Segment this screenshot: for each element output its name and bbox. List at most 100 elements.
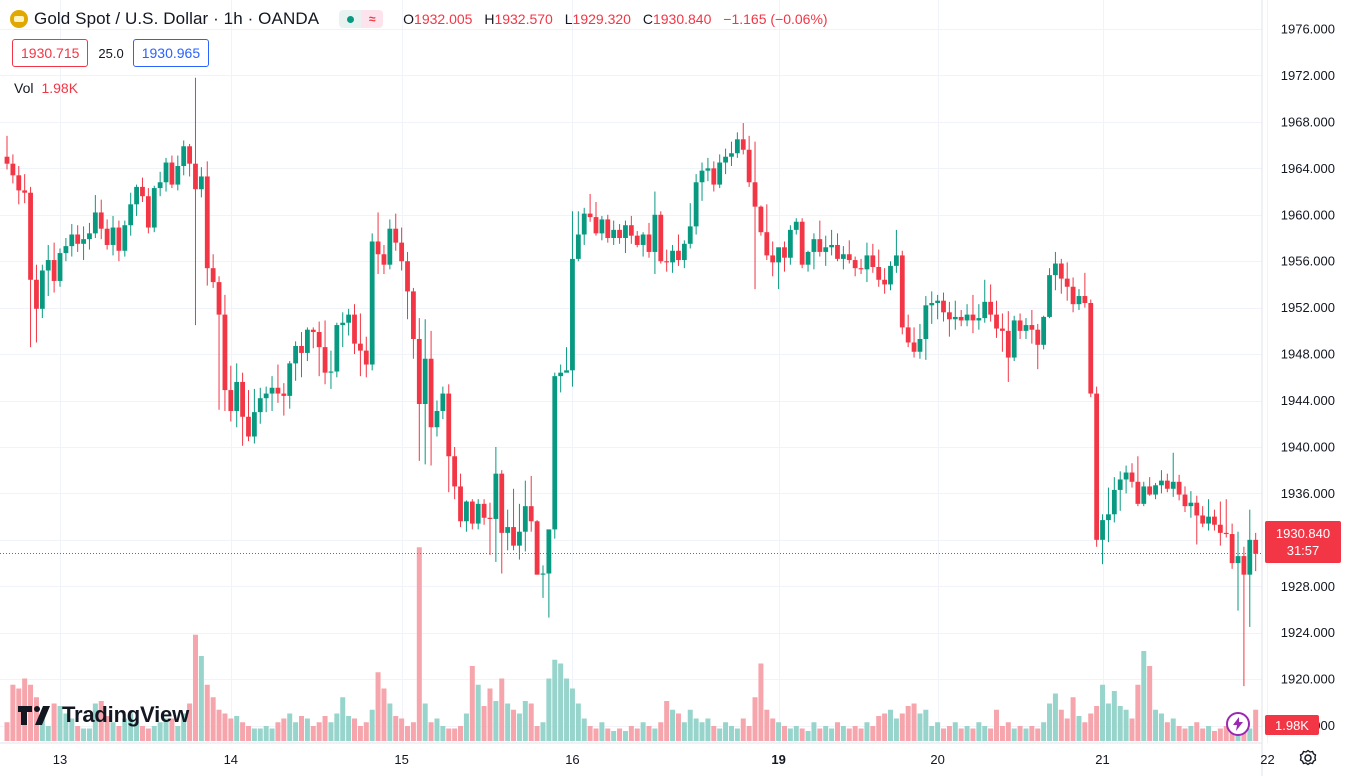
- volume-bar: [4, 722, 10, 741]
- tradingview-logo-icon: [18, 706, 50, 725]
- candle-body: [22, 190, 28, 193]
- candle-body: [10, 163, 16, 176]
- candle-body: [134, 186, 139, 205]
- volume-bar: [658, 722, 664, 741]
- candle-body: [1212, 516, 1217, 525]
- candle-body: [1058, 263, 1064, 279]
- volume-bar: [752, 697, 758, 741]
- candle-body: [575, 234, 581, 259]
- volume-bar: [1141, 651, 1147, 741]
- sell-button[interactable]: 1930.715: [12, 39, 89, 67]
- volume-bar: [511, 709, 517, 741]
- volume-bar: [952, 722, 958, 741]
- candle-body: [499, 473, 505, 533]
- candle-body: [87, 233, 92, 240]
- volume-bar: [1206, 726, 1212, 741]
- candle-body: [1094, 393, 1100, 540]
- candle-body: [693, 182, 699, 227]
- candle-body: [63, 246, 69, 254]
- volume-bar: [893, 718, 899, 741]
- volume-bar: [481, 706, 487, 741]
- price-axis[interactable]: 1976.000 1972.000 1968.000 1964.000 1960.000…: [1281, 22, 1335, 734]
- close-value: 1930.840: [652, 11, 712, 27]
- volume-bar: [958, 728, 964, 741]
- volume-bar: [740, 718, 746, 741]
- volume-bar: [617, 728, 623, 741]
- candle-body: [734, 139, 740, 154]
- symbol-title[interactable]: Gold Spot / U.S. Dollar · 1h · OANDA: [34, 9, 320, 28]
- candle-body: [1088, 303, 1094, 394]
- candle-body: [1206, 516, 1211, 524]
- volume-bar: [251, 728, 257, 741]
- volume-bar: [1058, 709, 1064, 741]
- volume-bar: [882, 713, 888, 741]
- volume-bar: [281, 718, 287, 741]
- volume-bar: [846, 728, 852, 741]
- volume-bar: [269, 728, 275, 741]
- symbol-legend[interactable]: Gold Spot / U.S. Dollar · 1h · OANDA ≈ O…: [10, 8, 828, 30]
- volume-bar: [516, 713, 522, 741]
- volume-bar: [293, 722, 299, 741]
- quote-row: 1930.715 25.0 1930.965: [12, 39, 210, 67]
- candle-body: [776, 247, 781, 263]
- candle-body: [617, 229, 622, 238]
- time-tick-label: 19: [771, 752, 785, 767]
- candle-body: [1129, 472, 1135, 482]
- volume-bar: [240, 722, 246, 741]
- volume-bar: [976, 722, 982, 741]
- volume-bar: [428, 722, 434, 741]
- candle-body: [852, 260, 858, 269]
- grid: [0, 0, 1268, 743]
- tradingview-logo[interactable]: TradingView: [16, 702, 189, 728]
- volume-bar: [652, 728, 658, 741]
- settings-gear-icon[interactable]: [1297, 747, 1319, 769]
- time-axis[interactable]: 13 14 15 16 19 20 21 22: [53, 752, 1275, 767]
- candle-body: [246, 416, 251, 437]
- candle-body: [982, 301, 988, 319]
- candle-body: [304, 329, 310, 353]
- volume-bar: [717, 728, 723, 741]
- volume-bar: [475, 684, 481, 741]
- volume-bar: [1117, 706, 1123, 741]
- candle-body: [611, 229, 617, 238]
- close-label: C: [642, 11, 653, 27]
- volume-bar: [605, 728, 611, 741]
- volume-bar: [923, 709, 929, 741]
- candle-body: [328, 371, 334, 373]
- volume-bar: [505, 703, 511, 741]
- open-value: 1932.005: [414, 11, 473, 27]
- volume-bar: [994, 709, 1000, 741]
- candle-body: [729, 153, 734, 157]
- candle-body: [145, 196, 151, 228]
- time-tick-label: 20: [930, 752, 944, 767]
- volume-bar: [634, 728, 640, 741]
- candle-body: [1135, 481, 1141, 504]
- price-tick-label: 1960.000: [1281, 207, 1335, 222]
- volume-bar: [929, 726, 935, 741]
- candle-body: [440, 393, 446, 411]
- candle-body: [51, 260, 57, 281]
- candle-body: [216, 282, 222, 315]
- volume-bar: [304, 718, 310, 741]
- volume-bar: [593, 728, 599, 741]
- candle-body: [1235, 556, 1241, 564]
- volume-bar: [39, 716, 45, 741]
- candle-body: [1164, 480, 1170, 489]
- candle-body: [493, 473, 499, 519]
- candle-body: [334, 325, 340, 372]
- lightning-icon[interactable]: [1226, 712, 1250, 736]
- buy-button[interactable]: 1930.965: [132, 39, 210, 67]
- candle-body: [399, 242, 405, 262]
- volume-legend[interactable]: Vol 1.98K: [14, 80, 78, 96]
- volume-bar: [151, 726, 157, 741]
- candle-body: [287, 363, 293, 396]
- candle-body: [116, 227, 122, 251]
- volume-bar: [328, 722, 334, 741]
- candle-body: [122, 225, 128, 251]
- volume-bar: [369, 709, 375, 741]
- market-status-pill[interactable]: ≈: [339, 10, 384, 28]
- candle-body: [599, 219, 605, 234]
- volume-bar: [1194, 722, 1200, 741]
- candle-body: [34, 279, 39, 309]
